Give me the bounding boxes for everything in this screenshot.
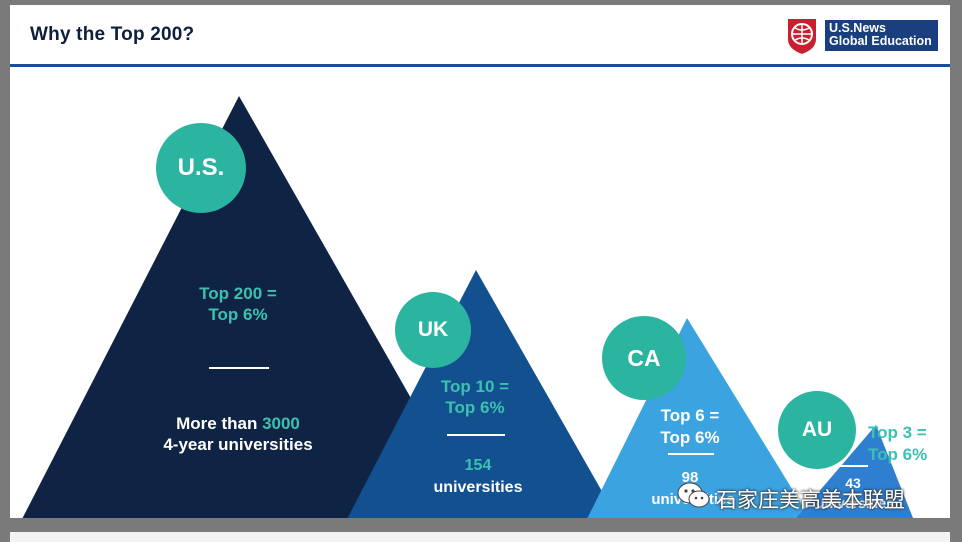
au-divider [838,465,868,467]
au-top-line-1: Top 3 = [868,423,927,442]
us-count-line-1: More than 3000 [128,414,348,434]
logo-line-1: U.S.News [829,21,886,35]
country-badge-ca: CA [602,316,686,400]
watermark-text: 石家庄美高美本联盟 [716,489,905,512]
au-count-value: 43 [845,475,861,491]
mountain-us [20,96,482,523]
mountain-uk [345,270,620,523]
mountains-diagram [20,96,915,523]
country-badge-us: U.S. [156,123,246,213]
ca-divider [668,453,714,455]
au-count-suffix: universities [816,495,894,511]
au-top-line-2: Top 6% [868,445,928,464]
uk-top-line-1: Top 10 = [440,377,510,396]
us-top-line-2: Top 6% [208,305,268,324]
slide: Why the Top 200? U.S.News Global Educati… [10,5,950,523]
usnews-logo: U.S.News Global Education [785,17,940,57]
uk-divider [447,434,505,436]
country-badge-uk: UK [395,292,471,368]
country-badge-au: AU [778,391,856,469]
mountain-ca [585,318,813,523]
mountain-au [792,425,915,523]
slide-title: Why the Top 200? [30,24,195,45]
wechat-icon [677,482,710,508]
us-count-line-2: 4-year universities [163,435,313,454]
uk-top-line-2: Top 6% [445,398,505,417]
ca-count-value: 98 [681,469,699,486]
header-divider [10,64,950,67]
us-count-prefix: More than [176,414,263,433]
us-divider [209,367,269,369]
next-slide-edge [10,532,950,542]
ca-top-line-1: Top 6 = [660,406,720,425]
globe-shield-icon [788,19,816,54]
us-count-value: 3000 [262,414,300,433]
slide-header: Why the Top 200? U.S.News Global Educati… [10,5,950,63]
uk-count-value: 154 [464,457,492,474]
logo-line-2: Global Education [829,34,932,48]
uk-count-suffix: universities [433,479,523,496]
logo-wordmark: U.S.News Global Education [825,20,938,51]
ca-top-line-2: Top 6% [660,428,720,447]
us-top-line-1: Top 200 = [199,284,277,303]
